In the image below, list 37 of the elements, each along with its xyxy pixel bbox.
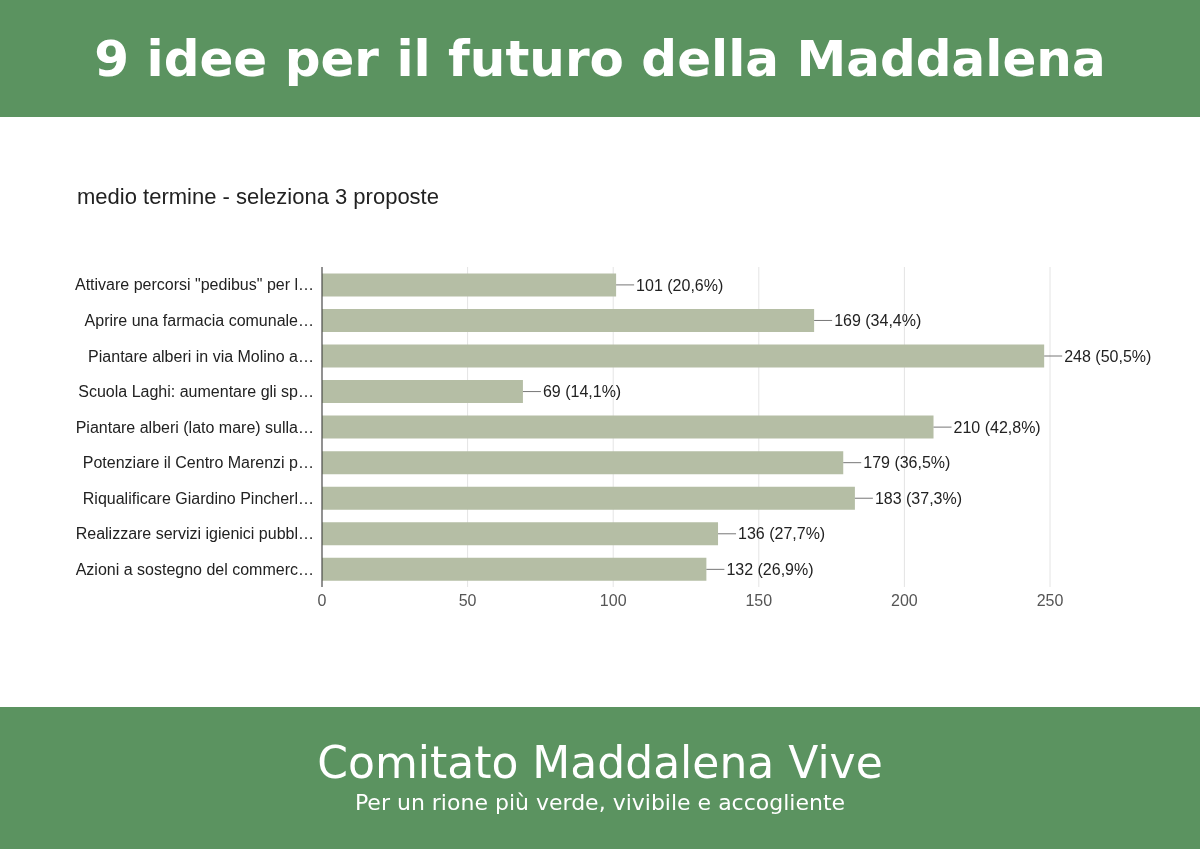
data-label: 69 (14,1%) bbox=[542, 383, 622, 401]
data-label: 183 (37,3%) bbox=[874, 489, 963, 507]
data-label: 132 (26,9%) bbox=[726, 560, 814, 578]
x-tick-label: 150 bbox=[745, 592, 773, 610]
data-label: 101 (20,6%) bbox=[636, 276, 724, 294]
x-tick-label: 200 bbox=[891, 592, 918, 610]
bar bbox=[322, 557, 707, 581]
bar bbox=[322, 415, 934, 439]
x-tick-label: 50 bbox=[458, 592, 477, 610]
chart-title: 9 idee per il futuro della Maddalena bbox=[0, 0, 1200, 117]
data-label: 179 (36,5%) bbox=[863, 454, 951, 472]
bar bbox=[322, 486, 855, 510]
bar bbox=[322, 451, 844, 475]
bar bbox=[322, 273, 617, 297]
data-label: 136 (27,7%) bbox=[738, 525, 826, 543]
x-tick-label: 0 bbox=[317, 592, 327, 610]
y-tick-label: Potenziare il Centro Marenzi p… bbox=[82, 454, 314, 472]
text: Comitato Maddalena Vive bbox=[316, 737, 884, 788]
y-tick-label: Scuola Laghi: aumentare gli sp… bbox=[78, 383, 314, 401]
data-label: 248 (50,5%) bbox=[1064, 347, 1152, 365]
bar bbox=[322, 522, 719, 546]
y-tick-label: Aprire una farmacia comunale… bbox=[84, 312, 314, 330]
data-label: 210 (42,8%) bbox=[953, 418, 1041, 436]
bar bbox=[322, 344, 1045, 368]
y-tick-label: Piantare alberi (lato mare) sulla… bbox=[75, 418, 314, 436]
text: Per un rione più verde, vivibile e accogliente bbox=[353, 790, 847, 815]
y-tick-label: Riqualificare Giardino Pincherl… bbox=[82, 489, 314, 507]
x-tick-label: 250 bbox=[1036, 592, 1064, 610]
y-tick-label: Azioni a sostegno del commerc… bbox=[75, 560, 314, 578]
y-tick-label: Attivare percorsi "pedibus" per l… bbox=[74, 276, 314, 294]
x-tick-label: 100 bbox=[599, 592, 627, 610]
data-label: 169 (34,4%) bbox=[834, 312, 922, 330]
chart-subtitle: medio termine - seleziona 3 proposte bbox=[77, 184, 439, 210]
y-tick-label: Piantare alberi in via Molino a… bbox=[88, 347, 314, 365]
bar bbox=[322, 380, 523, 404]
bar bbox=[322, 308, 815, 332]
y-tick-label: Realizzare servizi igienici pubbl… bbox=[75, 525, 314, 543]
